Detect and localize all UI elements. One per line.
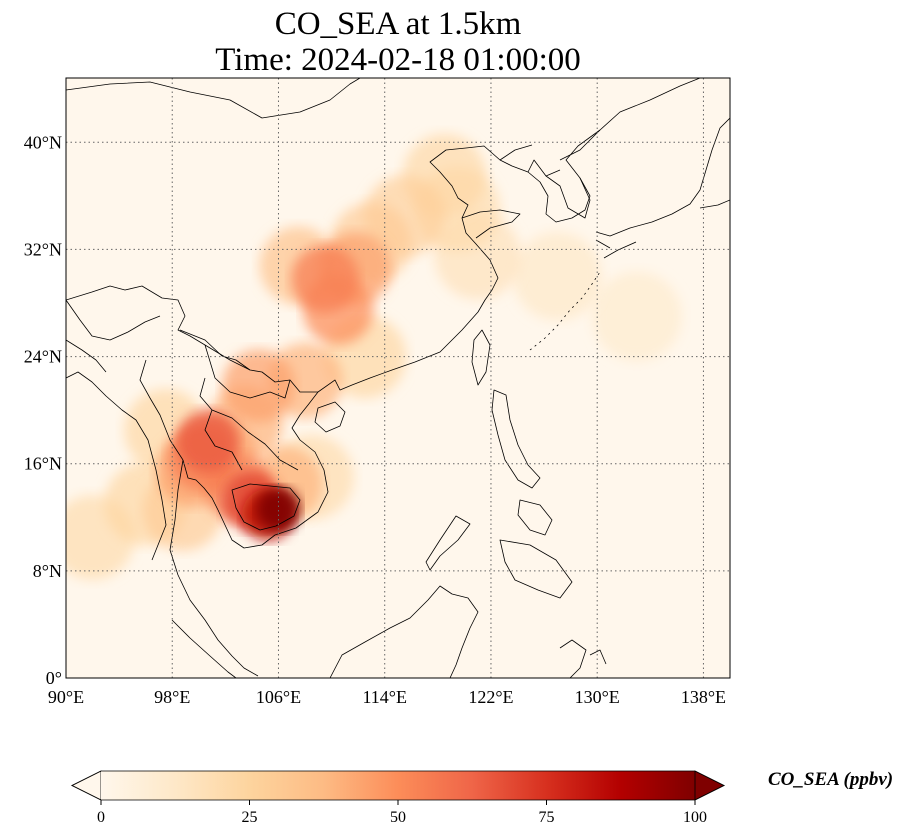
colorbar-tick-label-25: 25 [242, 809, 258, 826]
korea-north-border [499, 144, 561, 177]
co-plume-25 [177, 409, 240, 472]
lon-label-114: 114°E [362, 687, 407, 707]
shandong-peninsula [461, 209, 521, 239]
colorbar-tick-label-50: 50 [390, 809, 406, 826]
colorbar-tick-label-100: 100 [683, 809, 707, 826]
mainland-coastline [66, 78, 701, 393]
visayas-islands [517, 499, 553, 536]
colorbar-extend-max [694, 770, 725, 801]
co-plume-24 [291, 245, 359, 313]
colorbar-ticks: 0 25 50 75 100 [97, 800, 707, 826]
myanmar-coastline [66, 371, 167, 561]
map-frame [65, 77, 731, 679]
ryukyu-islands [529, 271, 601, 351]
sumatra-island [171, 619, 237, 678]
japan-islands [595, 117, 730, 259]
lat-label-16: 16°N [24, 454, 62, 474]
palawan-island [425, 515, 471, 571]
lat-label-32: 32°N [24, 239, 62, 259]
co-plume-28 [256, 487, 301, 532]
cambodia-borders [231, 483, 301, 531]
russia-border [559, 129, 601, 161]
map-subtitle: Time: 2024-02-18 01:00:00 [215, 42, 581, 78]
lon-label-98: 98°E [154, 687, 190, 707]
lat-label-0: 0° [46, 668, 62, 688]
co-concentration-field [66, 134, 682, 580]
co-plume-0 [592, 271, 682, 362]
mindanao-island [499, 539, 573, 599]
laos-borders [199, 377, 299, 471]
colorbar-gradient [101, 771, 695, 800]
lon-label-90: 90°E [48, 687, 84, 707]
western-china-border [66, 299, 161, 341]
lat-label-8: 8°N [33, 561, 62, 581]
latitude-labels: 0° 8°N 16°N 24°N 32°N 40°N [24, 132, 62, 688]
lat-label-40: 40°N [24, 132, 62, 152]
luzon-island [491, 389, 541, 489]
lon-label-122: 122°E [468, 687, 513, 707]
colorbar-tick-label-0: 0 [97, 809, 105, 826]
lon-label-130: 130°E [575, 687, 620, 707]
colorbar: 0 25 50 75 100 [71, 770, 725, 826]
co-plume-18 [222, 349, 295, 423]
hainan-island [314, 401, 346, 433]
co-plume-1 [513, 231, 602, 321]
colorbar-tick-label-75: 75 [539, 809, 555, 826]
india-bangladesh-coast [66, 339, 107, 373]
lat-label-24: 24°N [24, 347, 62, 367]
indochina-coastline [182, 391, 329, 549]
korea-peninsula [527, 171, 591, 223]
mongolia-border [66, 78, 361, 119]
coastlines-and-borders [66, 78, 730, 678]
china-southern-border [179, 329, 291, 399]
lon-label-106: 106°E [256, 687, 301, 707]
colorbar-extend-min [71, 770, 102, 801]
malay-peninsula [169, 459, 259, 677]
sulawesi-island [559, 639, 607, 678]
borneo-island [329, 585, 479, 678]
gridlines [66, 78, 730, 678]
lon-label-138: 138°E [681, 687, 726, 707]
map-title: CO_SEA at 1.5km [274, 6, 522, 42]
longitude-labels: 90°E 98°E 106°E 114°E 122°E 130°E 138°E [48, 687, 726, 707]
taiwan-island [471, 329, 491, 386]
colorbar-label: CO_SEA (ppbv) [768, 769, 894, 790]
